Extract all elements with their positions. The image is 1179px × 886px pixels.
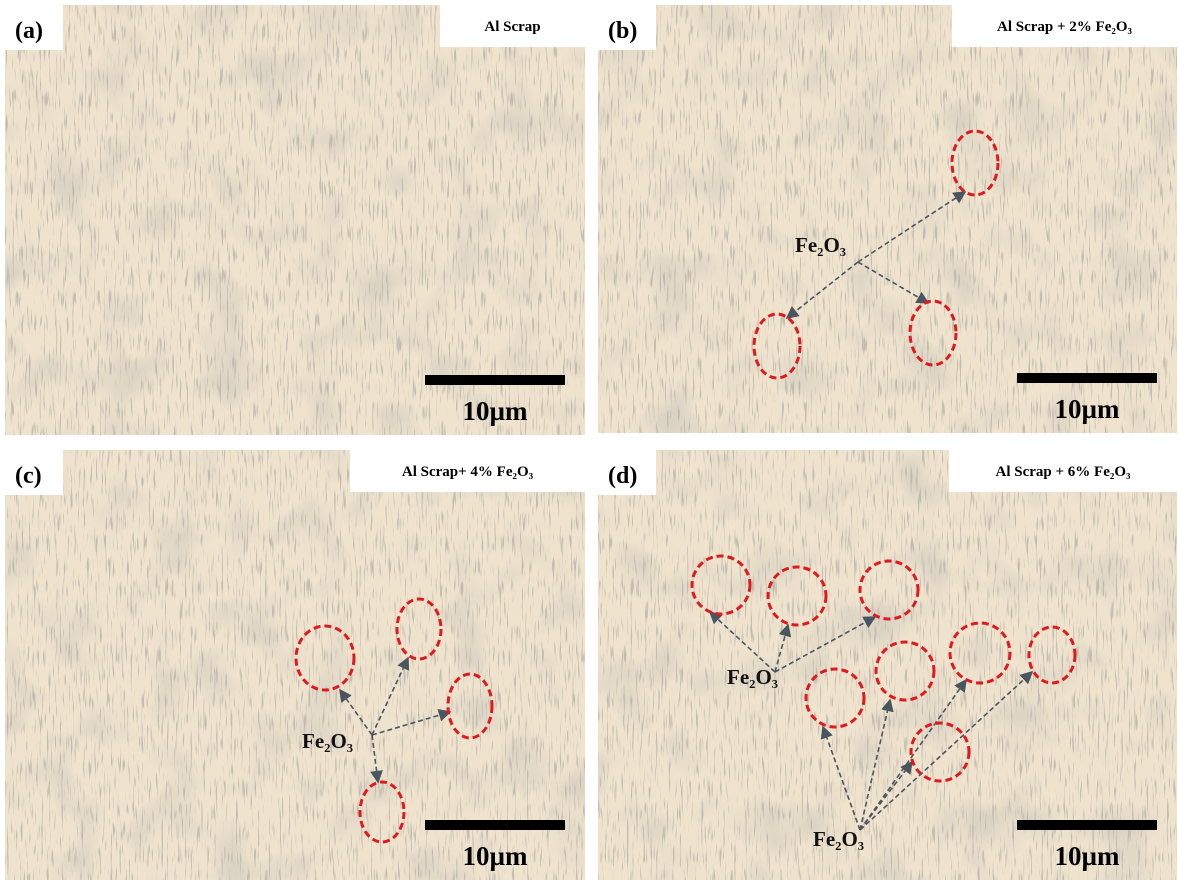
scale-bar-label: 10µm <box>462 396 528 426</box>
panel-label: (a) <box>15 18 43 44</box>
figure: (a) Al Scrap 10µm (b) Al Scrap + 2% Fe₂O₃ 10µ… <box>0 0 1179 886</box>
panel-title: Al Scrap <box>484 19 540 35</box>
annotation: Fe₂O₃ <box>795 233 846 257</box>
panel-title: Al Scrap + 2% Fe₂O₃ <box>997 19 1133 35</box>
panel-label: (b) <box>608 18 637 44</box>
panel-title: Al Scrap + 6% Fe₂O₃ <box>995 464 1131 480</box>
scale-bar <box>1017 820 1157 830</box>
panel-label: (c) <box>15 463 42 489</box>
micrograph-texture <box>5 450 585 880</box>
annotation: Fe₂O₃ <box>302 729 353 753</box>
panel-label: (d) <box>608 463 637 489</box>
micrograph-texture <box>598 5 1177 433</box>
scale-bar <box>425 820 565 830</box>
micrograph-texture <box>598 450 1177 880</box>
scale-bar <box>425 375 565 385</box>
micrograph-texture <box>5 5 585 435</box>
scale-bar <box>1017 373 1157 383</box>
scale-bar-label: 10µm <box>1054 841 1120 871</box>
annotation: Fe₂O₃ <box>813 827 864 851</box>
scale-bar-label: 10µm <box>462 841 528 871</box>
annotation: Fe₂O₃ <box>727 665 778 689</box>
scale-bar-label: 10µm <box>1054 394 1120 424</box>
panel-title: Al Scrap+ 4% Fe₂O₃ <box>402 464 534 480</box>
